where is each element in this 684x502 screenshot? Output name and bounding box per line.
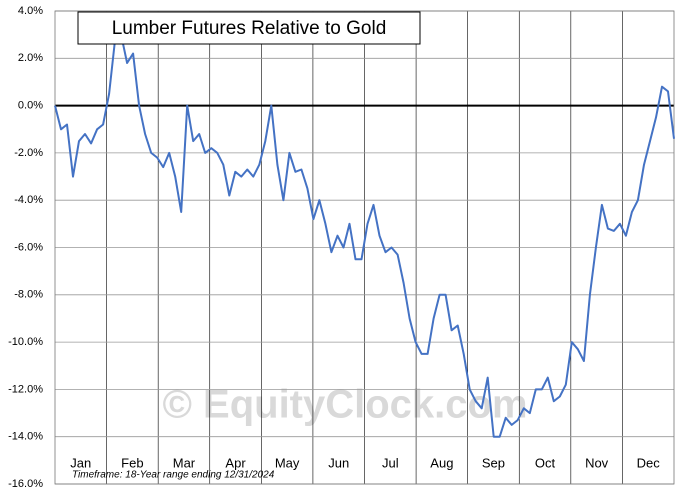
y-tick-label: 4.0% bbox=[18, 5, 43, 17]
chart-title: Lumber Futures Relative to Gold bbox=[112, 18, 387, 39]
x-tick-label: Jul bbox=[382, 455, 399, 470]
x-tick-label: Apr bbox=[225, 455, 246, 470]
y-tick-label: 2.0% bbox=[18, 52, 43, 64]
x-tick-label: May bbox=[275, 455, 300, 470]
y-tick-label: -12.0% bbox=[8, 383, 43, 395]
y-tick-label: -8.0% bbox=[14, 289, 43, 301]
plot-border bbox=[54, 10, 675, 485]
x-tick-label: Jun bbox=[328, 455, 349, 470]
y-tick-label: -10.0% bbox=[8, 336, 43, 348]
y-tick-label: -2.0% bbox=[14, 147, 43, 159]
x-tick-label: Mar bbox=[173, 455, 196, 470]
y-tick-label: -16.0% bbox=[8, 478, 43, 490]
x-tick-label: Nov bbox=[585, 455, 609, 470]
x-tick-label: Oct bbox=[535, 455, 556, 470]
watermark: © EquityClock.com bbox=[162, 383, 527, 427]
x-tick-label: Aug bbox=[430, 455, 453, 470]
x-tick-label: Sep bbox=[482, 455, 505, 470]
y-tick-label: 0.0% bbox=[18, 100, 43, 112]
y-tick-label: -6.0% bbox=[14, 241, 43, 253]
y-tick-label: -14.0% bbox=[8, 431, 43, 443]
footnote: Timeframe: 18-Year range ending 12/31/20… bbox=[72, 470, 275, 481]
x-tick-label: Feb bbox=[121, 455, 143, 470]
x-tick-label: Jan bbox=[70, 455, 91, 470]
x-tick-label: Dec bbox=[637, 455, 661, 470]
title-box bbox=[77, 11, 421, 45]
y-tick-label: -4.0% bbox=[14, 194, 43, 206]
data-line bbox=[54, 33, 675, 438]
